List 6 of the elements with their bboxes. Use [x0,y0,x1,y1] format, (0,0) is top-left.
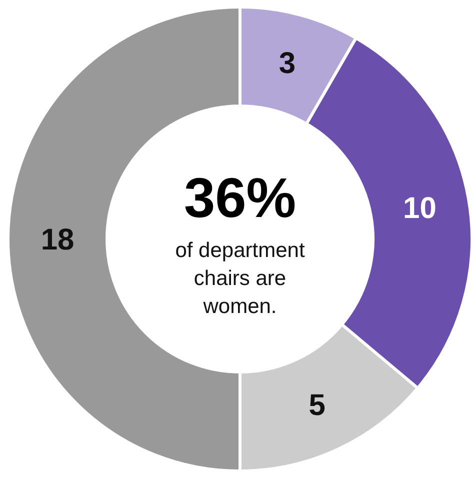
text: 36% [184,166,296,229]
data-label: 18 [40,224,74,256]
data-label: 3 [278,47,296,80]
data-label: 10 [403,192,436,225]
text: of department chairs are women. [175,239,305,318]
data-label: 5 [308,388,326,422]
